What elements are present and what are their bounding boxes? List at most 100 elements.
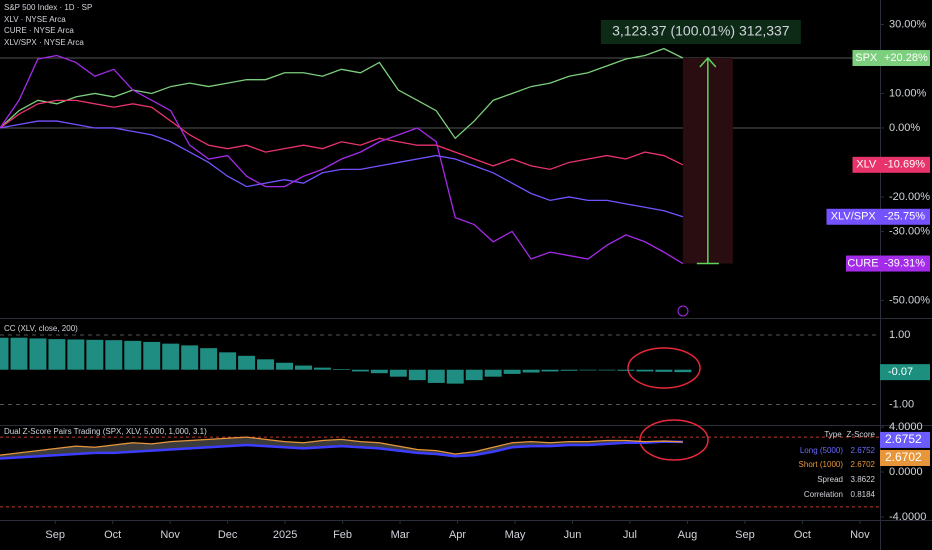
x-tick-label: Sep xyxy=(45,529,65,541)
bar xyxy=(181,345,199,370)
x-tick-label: Mar xyxy=(391,529,410,541)
series-name: XLV/SPX xyxy=(831,211,877,223)
bar xyxy=(143,341,161,370)
price-label: +20.28% xyxy=(884,52,928,64)
table-cell: Correlation xyxy=(804,490,843,499)
bar xyxy=(238,355,256,370)
price-label: 2.6752 xyxy=(885,432,922,446)
table-cell: 2.6752 xyxy=(851,446,876,455)
x-tick-label: Dec xyxy=(218,529,238,541)
y-tick-label: -20.00% xyxy=(889,191,930,203)
spread-fill xyxy=(0,437,683,459)
series-line xyxy=(0,436,683,456)
legend-entry: CURE · NYSE Arca xyxy=(4,26,74,35)
measure-label: 3,123.37 (100.01%) 312,337 xyxy=(612,23,790,39)
bar xyxy=(579,369,597,371)
y-tick-label: 4.0000 xyxy=(889,421,923,433)
measure-arrowhead xyxy=(699,56,717,68)
bar xyxy=(370,369,388,374)
y-tick-label: 30.00% xyxy=(889,18,927,30)
series-line xyxy=(0,47,684,140)
series-name-box xyxy=(826,208,880,225)
y-tick-label: -30.00% xyxy=(889,225,930,237)
bar xyxy=(29,338,47,370)
x-tick-label: Oct xyxy=(794,529,811,541)
table-cell: Spread xyxy=(817,475,843,484)
bar xyxy=(655,369,673,372)
price-label-box xyxy=(880,208,930,225)
bar xyxy=(617,369,635,371)
series-name: SPX xyxy=(855,52,878,64)
x-tick-label: Oct xyxy=(104,529,121,541)
series-name-box xyxy=(852,156,880,173)
annotation-circle xyxy=(627,347,701,389)
price-label: -0.07 xyxy=(888,366,913,378)
bar xyxy=(67,339,85,370)
series-line xyxy=(0,120,684,218)
bar xyxy=(0,337,9,370)
price-label: -39.31% xyxy=(884,257,925,269)
bar xyxy=(427,369,445,383)
bar xyxy=(332,369,350,370)
legend-entry: XLV/SPX · NYSE Arca xyxy=(4,38,84,47)
y-tick-label: 1.00 xyxy=(889,329,910,341)
x-tick-label: Apr xyxy=(449,529,466,541)
price-label-box xyxy=(880,50,930,67)
price-label-box xyxy=(880,364,930,381)
series-name: XLV xyxy=(856,159,877,171)
x-tick-label: Nov xyxy=(160,529,180,541)
series-line xyxy=(0,54,684,265)
x-tick-label: 2025 xyxy=(273,529,297,541)
bar xyxy=(674,369,692,373)
bar xyxy=(484,369,502,377)
table-cell: 2.6702 xyxy=(851,460,876,469)
series-name-box xyxy=(852,50,880,67)
table-cell: 0.8184 xyxy=(851,490,876,499)
bar xyxy=(465,369,483,381)
price-label-box xyxy=(880,431,930,448)
bar xyxy=(257,359,275,370)
y-tick-label: -1.00 xyxy=(889,398,914,410)
bar xyxy=(124,340,142,370)
price-label: -10.69% xyxy=(884,159,925,171)
annotation-circle xyxy=(639,419,709,461)
series-name-box xyxy=(846,255,880,272)
bar xyxy=(162,343,180,370)
event-icon[interactable] xyxy=(677,305,689,317)
bar xyxy=(276,362,294,370)
price-label-box xyxy=(880,255,930,272)
y-tick-label: 0.0000 xyxy=(889,466,923,478)
bar xyxy=(200,348,218,370)
bar xyxy=(48,339,66,370)
x-tick-label: Nov xyxy=(850,529,870,541)
price-label: 2.6702 xyxy=(885,450,922,464)
bar xyxy=(389,369,407,377)
series-line xyxy=(0,440,683,460)
table-cell: Long (5000) xyxy=(800,446,843,455)
x-tick-label: Jun xyxy=(564,529,582,541)
pane-title: CC (XLV, close, 200) xyxy=(4,324,78,333)
legend-entry: XLV · NYSE Arca xyxy=(4,15,66,24)
bar xyxy=(10,337,28,370)
table-cell: Short (1000) xyxy=(799,460,844,469)
bar xyxy=(86,339,104,370)
y-tick-label: -50.00% xyxy=(889,294,930,306)
table-header: Z-Score xyxy=(847,430,876,439)
bar xyxy=(105,340,123,370)
bar xyxy=(446,369,464,384)
x-tick-label: Jul xyxy=(623,529,637,541)
bar xyxy=(503,369,521,374)
series-name: CURE xyxy=(847,257,878,269)
x-tick-label: May xyxy=(505,529,526,541)
bar xyxy=(295,365,312,370)
bar xyxy=(522,369,540,373)
y-tick-label: 10.00% xyxy=(889,87,927,99)
bar xyxy=(219,352,237,370)
price-label: -25.75% xyxy=(884,211,925,223)
legend-entry: S&P 500 Index · 1D · SP xyxy=(4,3,92,12)
bar xyxy=(598,369,616,371)
measure-label-bg xyxy=(600,20,801,44)
table-cell: 3.8622 xyxy=(851,475,876,484)
bar xyxy=(636,369,654,372)
